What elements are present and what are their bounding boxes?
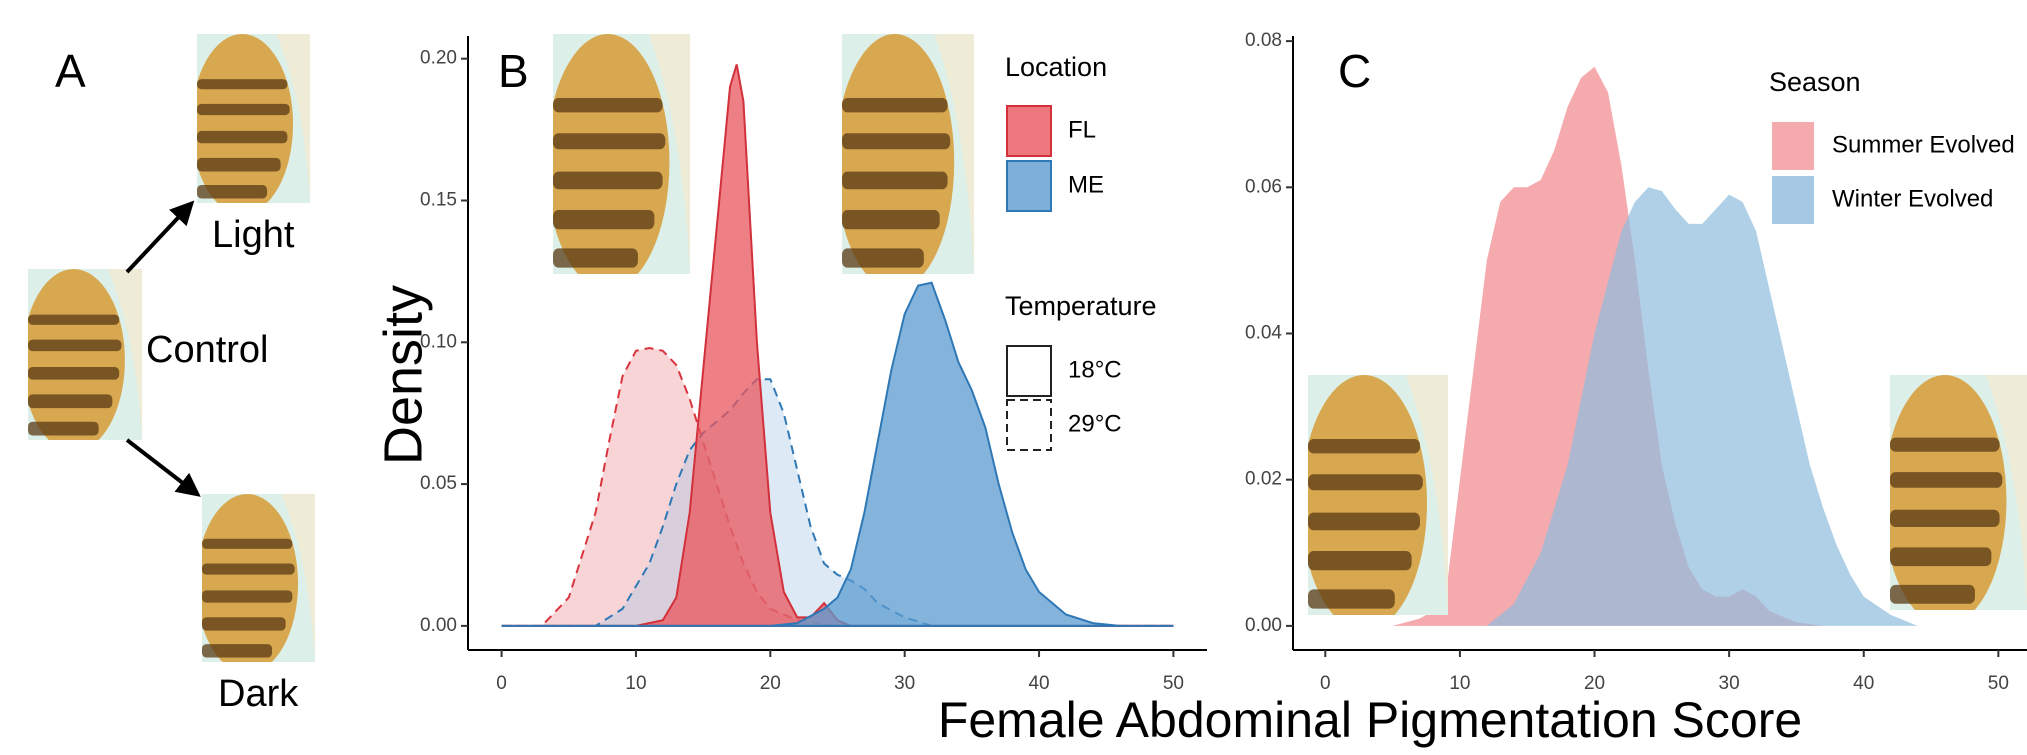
fly-image [842,34,974,274]
legend-title: Temperature [1005,291,1157,321]
x-tick-label: 10 [625,673,646,694]
x-tick-label: 30 [894,673,915,694]
y-tick-label: 0.10 [420,331,457,352]
y-axis-label: Density [373,285,433,465]
x-tick-label: 40 [1853,673,1874,694]
x-tick-label: 20 [1584,673,1605,694]
x-tick-label: 0 [1320,673,1331,694]
x-tick-label: 50 [1163,673,1184,694]
y-tick-label: 0.08 [1245,30,1282,51]
y-tick-label: 0.20 [420,48,457,69]
fly-image [1890,375,2027,610]
legend-title: Location [1005,52,1107,82]
y-tick-label: 0.05 [420,473,457,494]
image-label: Dark [218,673,299,715]
x-tick-label: 0 [496,673,507,694]
image-label: Light [212,214,295,256]
image-label: Control [146,329,269,371]
y-tick-label: 0.00 [1245,615,1282,636]
legend-label: 29°C [1068,410,1122,437]
y-tick-label: 0.00 [420,615,457,636]
x-tick-label: 50 [1988,673,2009,694]
legend-key [1006,160,1052,212]
legend-label: ME [1068,171,1104,198]
legend-key [1006,399,1052,451]
legend-key [1006,105,1052,157]
y-tick-label: 0.04 [1245,323,1282,344]
fly-image [28,269,142,440]
panel-label: C [1338,45,1371,97]
x-tick-label: 30 [1719,673,1740,694]
legend-title: Season [1769,67,1861,97]
legend-key [1006,345,1052,397]
x-tick-label: 40 [1028,673,1049,694]
panel-label: A [55,45,86,97]
y-tick-label: 0.15 [420,190,457,211]
panel-label: B [498,45,529,97]
fly-image [1308,375,1448,615]
x-tick-label: 20 [760,673,781,694]
fly-image [197,34,310,203]
x-tick-label: 10 [1449,673,1470,694]
density-area [1486,187,1918,626]
y-tick-label: 0.06 [1245,176,1282,197]
legend-key [1770,120,1816,172]
legend-label: Winter Evolved [1832,185,1993,212]
density-area [501,281,1174,627]
legend-label: 18°C [1068,356,1122,383]
arrow [125,200,195,274]
arrow [125,438,201,497]
fly-image [553,34,690,274]
legend-label: Summer Evolved [1832,131,2015,158]
x-axis-label: Female Abdominal Pigmentation Score [938,692,1802,748]
density-area [501,378,1174,627]
y-tick-label: 0.02 [1245,469,1282,490]
legend-label: FL [1068,116,1096,143]
legend-key [1770,174,1816,226]
fly-image [202,494,315,662]
